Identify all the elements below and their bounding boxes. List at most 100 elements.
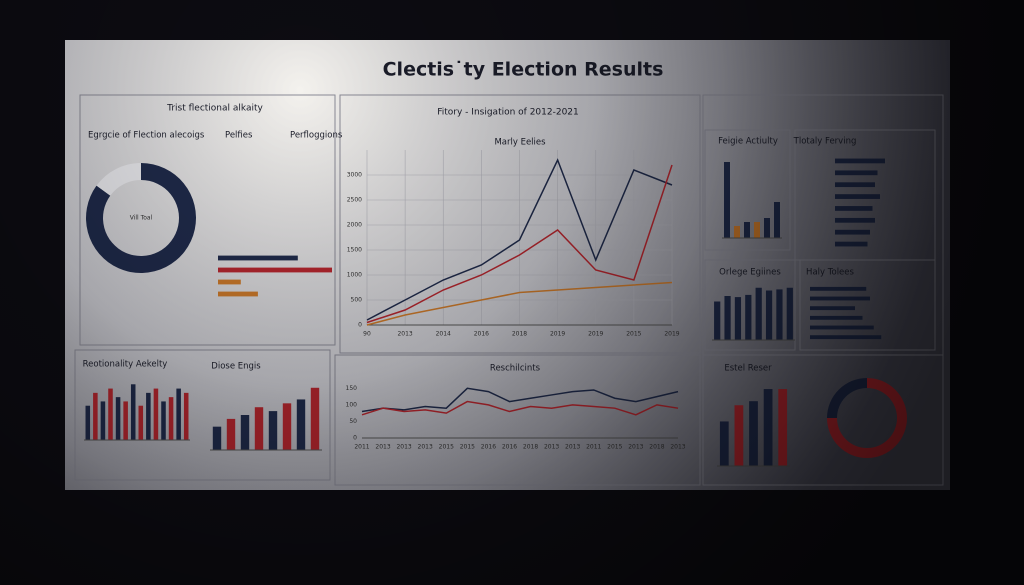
bar: [835, 182, 875, 188]
chart-title: Estel Reser: [724, 364, 772, 374]
panel-header: Perfloggions: [290, 131, 343, 141]
bar: [774, 202, 780, 238]
bar: [108, 388, 113, 440]
bar: [754, 222, 760, 238]
chart-title: Haly Tolees: [806, 268, 854, 278]
x-tick-label: 2016: [481, 444, 496, 451]
chart-title: Reotionality Aekelty: [83, 360, 168, 370]
x-tick-label: 2018: [523, 444, 538, 451]
bar: [254, 407, 264, 450]
bar: [123, 401, 128, 440]
panel-header: Fitory - Insigation of 2012-2021: [437, 108, 579, 118]
bar: [268, 411, 278, 450]
y-tick-label: 1000: [347, 272, 362, 279]
bar: [734, 226, 740, 238]
panel-header: Egrgcie of Flection alecoigs: [88, 131, 205, 141]
y-tick-label: 1500: [347, 247, 362, 254]
chart-title: Diose Engis: [211, 362, 261, 372]
y-tick-label: 500: [351, 297, 363, 304]
x-tick-label: 2016: [502, 444, 517, 451]
x-tick-label: 2018: [649, 444, 664, 451]
bar: [282, 403, 292, 450]
bar: [714, 301, 721, 340]
bar: [835, 158, 885, 164]
bar: [765, 290, 773, 340]
chart-title: Orlege Egiines: [719, 268, 781, 278]
bar: [776, 289, 783, 340]
bar: [810, 335, 882, 340]
bar: [744, 222, 750, 238]
bar: [724, 162, 730, 238]
bar: [115, 397, 121, 440]
bar: [85, 405, 91, 440]
bar: [764, 218, 770, 238]
x-tick-label: 2011: [354, 444, 369, 451]
x-tick-label: 2013: [396, 444, 411, 451]
bar: [835, 229, 870, 235]
chart-title: Marly Eelies: [494, 138, 546, 148]
bar: [835, 170, 878, 176]
bar: [786, 287, 793, 340]
panel-header: Trist flectional alkaity: [166, 104, 263, 114]
bar: [310, 387, 320, 450]
bar: [778, 389, 788, 466]
x-tick-label: 2013: [565, 444, 580, 451]
donut-label: Vill Toal: [130, 215, 153, 222]
x-tick-label: 2014: [436, 331, 451, 338]
x-tick-label: 2013: [544, 444, 559, 451]
y-tick-label: 150: [346, 385, 358, 392]
bar: [218, 279, 241, 285]
y-tick-label: 0: [353, 435, 357, 442]
bar: [183, 392, 189, 440]
chart-title: Reschilcints: [490, 364, 541, 374]
x-tick-label: 2019: [664, 331, 679, 338]
bar: [810, 315, 863, 320]
y-tick-label: 2500: [347, 197, 362, 204]
bar: [810, 286, 867, 291]
y-tick-label: 100: [346, 401, 358, 408]
bar: [218, 255, 298, 261]
bar: [749, 401, 758, 466]
bar: [138, 405, 144, 440]
x-tick-label: 2013: [670, 444, 685, 451]
x-tick-label: 2019: [588, 331, 603, 338]
bar: [719, 421, 729, 466]
bar: [296, 399, 306, 450]
poster-title: Clectis˙ty Election Results: [383, 59, 664, 81]
bar: [100, 401, 106, 440]
x-tick-label: 2015: [607, 444, 622, 451]
bar: [835, 217, 875, 223]
x-tick-label: 2015: [626, 331, 641, 338]
y-tick-label: 50: [349, 418, 357, 425]
x-tick-label: 90: [363, 331, 371, 338]
chart-title: Tlotaly Ferving: [793, 137, 857, 147]
x-tick-label: 2013: [418, 444, 433, 451]
x-tick-label: 2013: [397, 331, 412, 338]
chart-title: Feigie Actiulty: [718, 137, 778, 147]
y-tick-label: 0: [358, 322, 362, 329]
bar: [93, 392, 98, 440]
y-tick-label: 3000: [347, 172, 362, 179]
bar: [763, 389, 773, 466]
bar: [218, 291, 258, 297]
bar: [835, 194, 880, 199]
bar: [226, 418, 236, 450]
x-tick-label: 2013: [375, 444, 390, 451]
bar: [835, 241, 868, 247]
x-tick-label: 2018: [512, 331, 527, 338]
x-tick-label: 2015: [460, 444, 475, 451]
bar: [810, 296, 870, 301]
bar: [218, 267, 332, 273]
bar: [810, 306, 855, 311]
x-tick-label: 2013: [628, 444, 643, 451]
bar: [755, 287, 762, 340]
bar: [212, 426, 222, 450]
bar: [130, 384, 136, 440]
bar: [810, 325, 874, 330]
y-tick-label: 2000: [347, 222, 362, 229]
x-tick-label: 2015: [439, 444, 454, 451]
bar: [161, 401, 166, 440]
bar: [734, 405, 744, 466]
bar: [168, 397, 174, 440]
